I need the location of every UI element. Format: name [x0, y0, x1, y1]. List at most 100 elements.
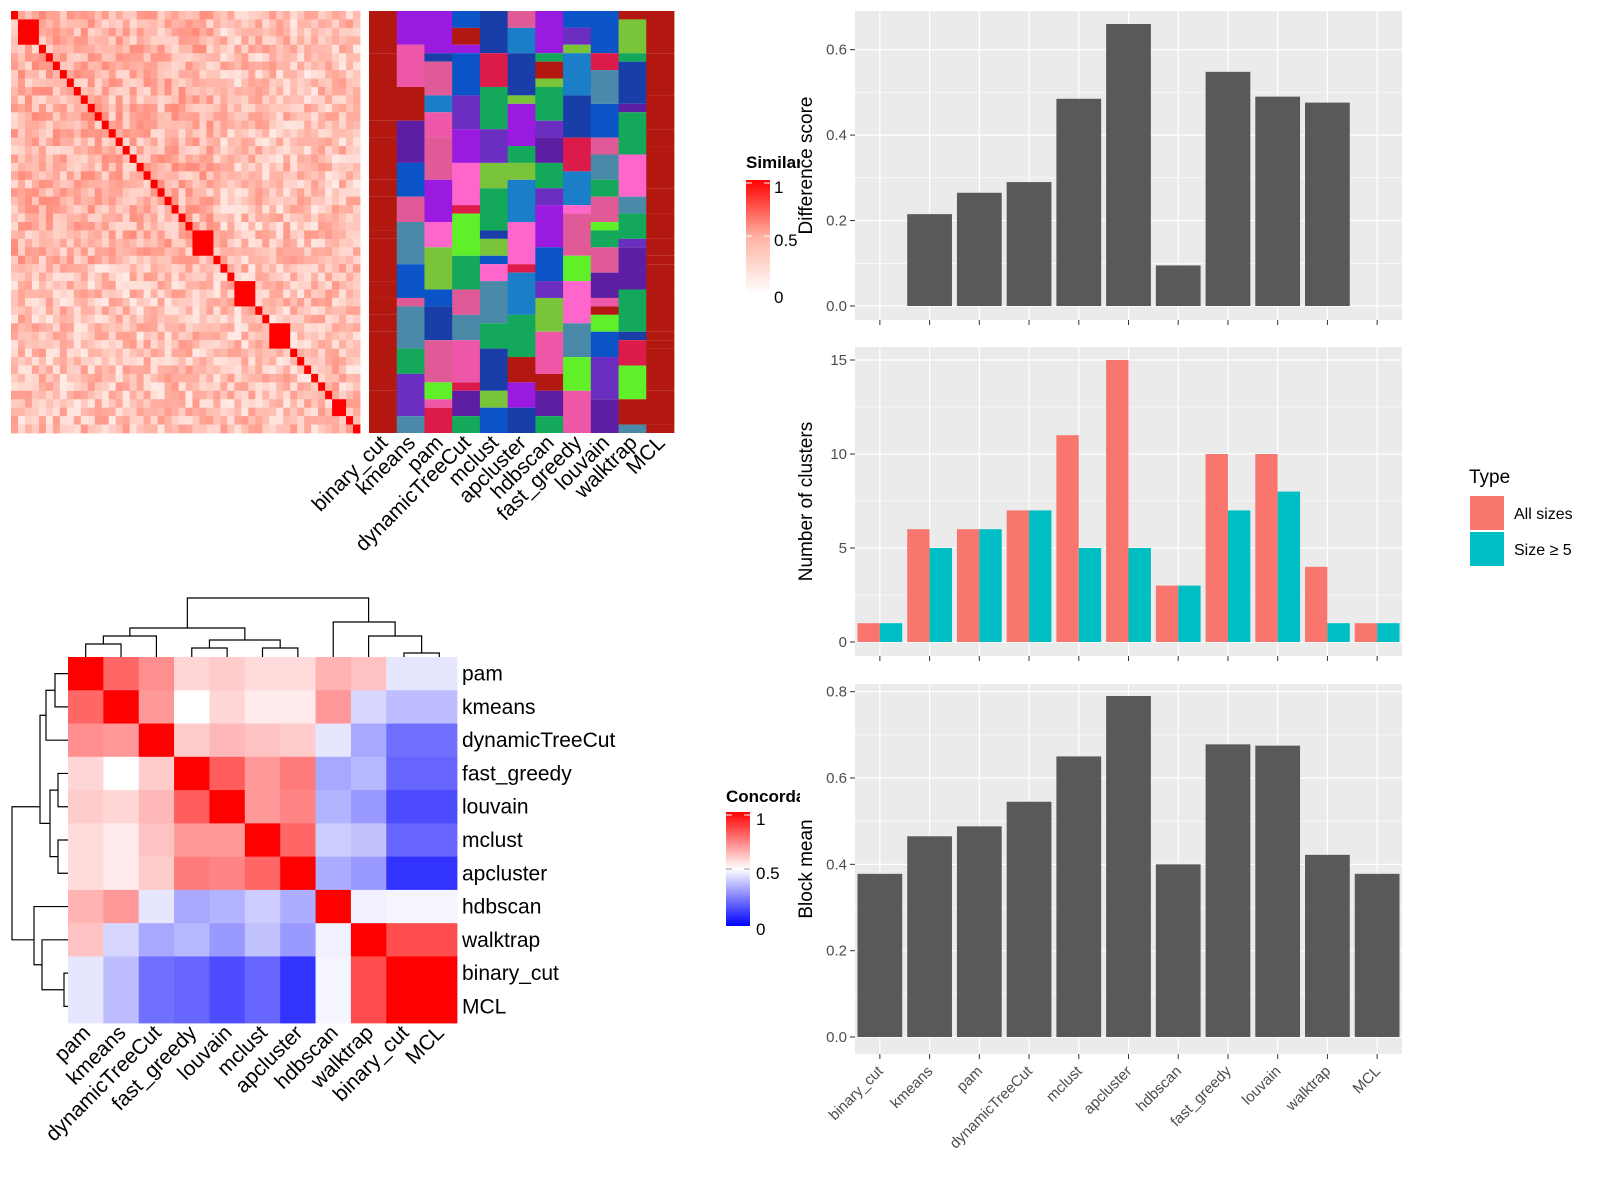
- similarity-cell: [276, 365, 284, 375]
- cluster-cell: [396, 416, 425, 433]
- similarity-cell: [318, 61, 326, 71]
- similarity-cell: [45, 357, 54, 366]
- concordance-cell: [421, 923, 458, 957]
- similarity-cell: [269, 78, 277, 88]
- similarity-cell: [192, 19, 200, 29]
- concordance-cell: [386, 989, 423, 1024]
- similarity-cell: [276, 272, 284, 282]
- similarity-cell: [297, 365, 305, 375]
- concordance-cell: [386, 657, 423, 691]
- similarity-cell: [269, 238, 277, 248]
- similarity-cell: [185, 272, 193, 282]
- similarity-cell: [248, 95, 256, 105]
- similarity-cell: [52, 297, 61, 307]
- similarity-cell: [101, 70, 110, 79]
- similarity-cell: [143, 407, 151, 417]
- similarity-cell: [283, 416, 291, 425]
- similarity-cell: [45, 103, 54, 113]
- similarity-cell: [325, 188, 333, 198]
- similarity-cell: [17, 365, 26, 375]
- similarity-cell: [66, 213, 75, 223]
- similarity-cell: [143, 238, 151, 248]
- similarity-cell: [52, 129, 61, 138]
- similarity-cell: [24, 146, 33, 155]
- similarity-cell: [31, 162, 40, 172]
- similarity-cell: [101, 264, 110, 274]
- similarity-cell: [199, 103, 207, 113]
- similarity-cell: [101, 112, 110, 122]
- bar: [1056, 98, 1102, 307]
- similarity-cell: [17, 424, 26, 434]
- similarity-cell: [304, 331, 312, 341]
- concordance-cell: [315, 723, 352, 758]
- similarity-cell: [269, 129, 277, 138]
- similarity-cell: [311, 314, 319, 324]
- similarity-cell: [290, 297, 298, 307]
- similarity-cell: [290, 103, 298, 113]
- similarity-cell: [94, 78, 103, 88]
- similarity-cell: [290, 154, 298, 164]
- similarity-cell: [248, 331, 256, 341]
- similarity-cell: [150, 424, 158, 434]
- similarity-cell: [255, 247, 263, 257]
- similarity-cell: [94, 306, 103, 316]
- similarity-cell: [136, 323, 145, 333]
- similarity-cell: [185, 348, 193, 358]
- similarity-cell: [206, 348, 214, 358]
- similarity-cell: [311, 154, 319, 164]
- similarity-cell: [171, 230, 179, 240]
- similarity-cell: [80, 70, 89, 79]
- dendrogram-branch: [332, 621, 396, 657]
- similarity-cell: [318, 289, 326, 299]
- similarity-cell: [150, 103, 158, 113]
- similarity-cell: [220, 86, 228, 96]
- similarity-cell: [262, 230, 270, 240]
- similarity-color-bar: [746, 180, 770, 294]
- similarity-cell: [325, 19, 333, 29]
- similarity-cell: [101, 103, 110, 113]
- concordance-cell: [68, 657, 104, 691]
- cluster-cell: [590, 137, 619, 155]
- similarity-cell: [136, 154, 145, 164]
- similarity-cell: [31, 36, 40, 46]
- similarity-cell: [73, 340, 82, 349]
- similarity-cell: [255, 188, 263, 198]
- similarity-cell: [304, 264, 312, 274]
- bar: [1106, 24, 1151, 306]
- similarity-cell: [353, 373, 361, 383]
- bar-all-sizes: [1155, 585, 1179, 642]
- similarity-cell: [150, 61, 158, 71]
- similarity-cell: [66, 281, 75, 290]
- similarity-cell: [66, 205, 75, 214]
- similarity-cell: [73, 424, 82, 434]
- similarity-cell: [248, 120, 256, 130]
- similarity-cell: [248, 390, 256, 400]
- similarity-cell: [115, 416, 124, 425]
- similarity-cell: [94, 340, 103, 349]
- similarity-cell: [248, 255, 256, 265]
- similarity-cell: [171, 70, 179, 79]
- similarity-cell: [150, 36, 158, 46]
- similarity-cell: [108, 416, 117, 425]
- similarity-cell: [227, 171, 235, 181]
- similarity-cell: [171, 222, 179, 231]
- similarity-cell: [171, 19, 179, 29]
- similarity-cell: [87, 213, 96, 223]
- similarity-cell: [241, 36, 249, 46]
- similarity-cell: [346, 78, 354, 88]
- similarity-cell: [192, 112, 200, 122]
- similarity-cell: [122, 120, 131, 130]
- similarity-cell: [283, 306, 291, 316]
- similarity-cell: [178, 154, 186, 164]
- similarity-cell: [339, 264, 347, 274]
- similarity-cell: [248, 272, 256, 282]
- similarity-cell: [66, 264, 75, 274]
- similarity-cell: [171, 61, 179, 71]
- similarity-cell: [17, 137, 26, 147]
- similarity-cell: [248, 382, 256, 392]
- similarity-cell: [290, 36, 298, 46]
- similarity-cell: [52, 53, 61, 63]
- similarity-cell: [185, 373, 193, 383]
- similarity-cell: [38, 171, 47, 181]
- similarity-cell: [108, 222, 117, 231]
